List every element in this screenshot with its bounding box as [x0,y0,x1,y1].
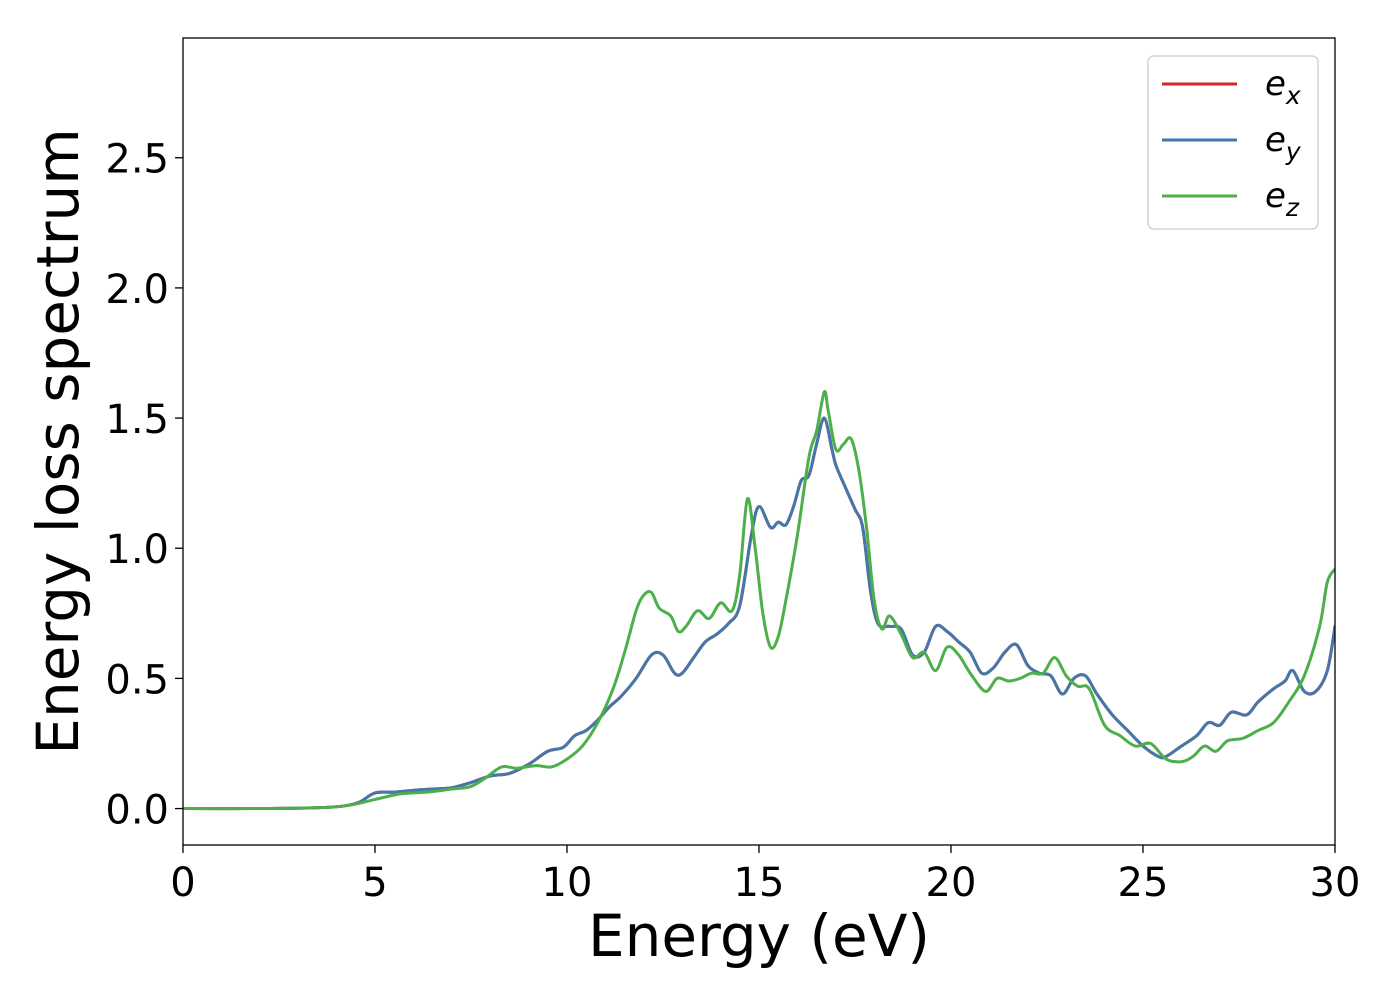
x-tick-label: 5 [362,860,387,906]
series-line-z [183,389,1335,811]
y-axis-ticks: 0.0 0.5 1.0 1.5 2.0 2.5 [105,137,183,834]
legend-box [1147,55,1319,230]
x-tick-label: 0 [170,860,195,906]
x-tick-label: 20 [926,860,977,906]
y-tick-label: 0.0 [105,788,169,834]
x-axis-ticks: 0 5 10 15 20 25 30 [170,845,1360,906]
x-tick-label: 25 [1118,860,1169,906]
x-axis-title: Energy (eV) [588,902,930,970]
y-tick-label: 1.0 [105,527,169,573]
y-tick-label: 2.5 [105,137,169,183]
plot-lines [183,389,1335,811]
x-tick-label: 15 [734,860,785,906]
y-tick-label: 1.5 [105,397,169,443]
y-tick-label: 0.5 [105,657,169,703]
x-tick-label: 30 [1310,860,1361,906]
y-tick-label: 2.0 [105,267,169,313]
y-axis-title: Energy loss spectrum [24,128,92,754]
x-tick-label: 10 [542,860,593,906]
